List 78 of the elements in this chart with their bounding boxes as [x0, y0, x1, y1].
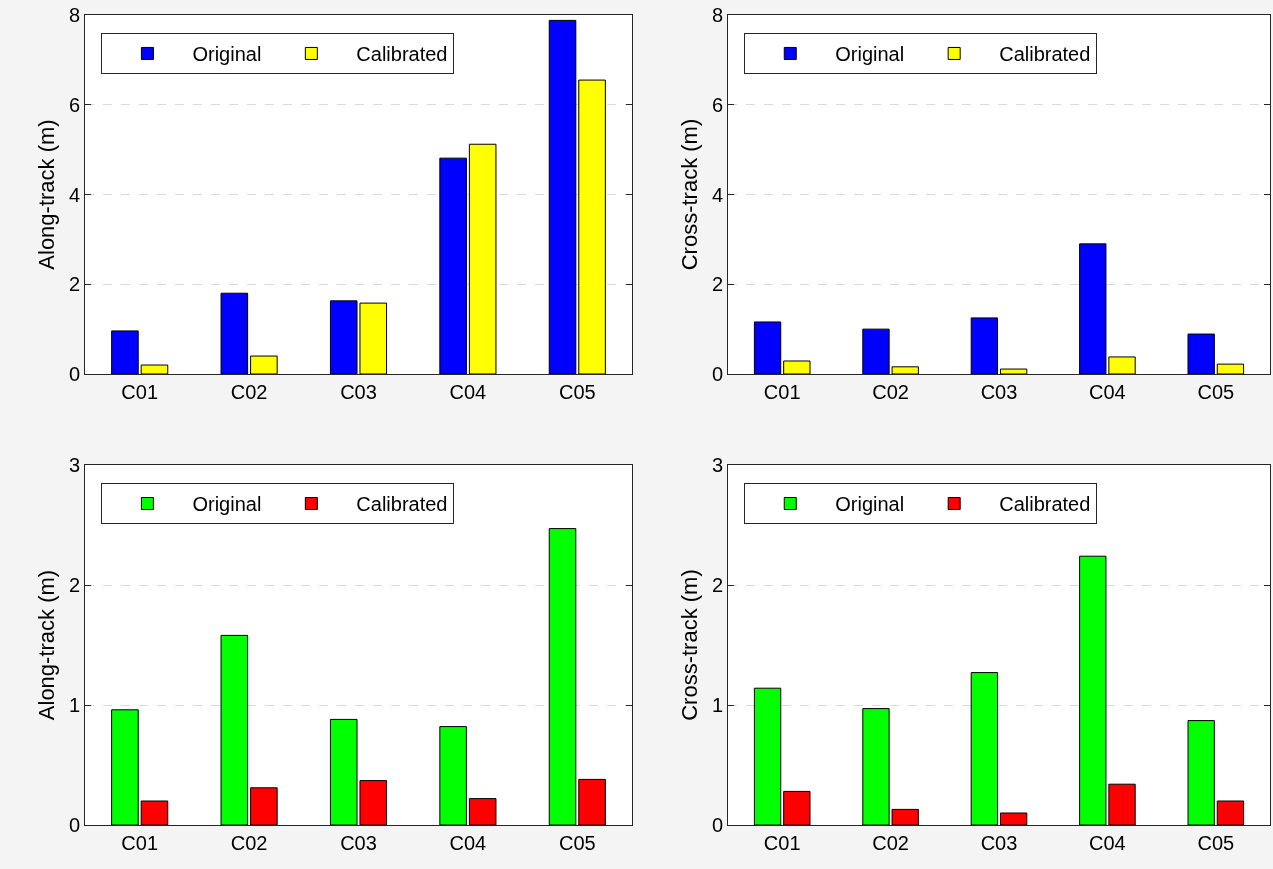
y-tick-label: 0 [711, 814, 723, 836]
legend-label: Calibrated [999, 43, 1091, 66]
y-tick-label: 0 [711, 363, 723, 385]
bar [578, 79, 606, 374]
y-tick-label: 0 [68, 814, 80, 836]
bar [783, 790, 811, 825]
legend-label: Original [835, 493, 905, 516]
bar [1216, 800, 1245, 825]
bar [250, 355, 278, 374]
bar [548, 19, 577, 374]
x-tick-label: C05 [558, 832, 596, 854]
x-tick-label: C04 [449, 832, 487, 854]
x-tick-label: C03 [980, 381, 1018, 403]
x-tick-label: C02 [230, 832, 268, 854]
bar [1187, 720, 1215, 825]
legend-label: Calibrated [356, 43, 448, 66]
y-tick-label: 3 [68, 454, 80, 476]
y-axis-title: Along-track (m) [33, 569, 59, 721]
y-tick-label: 3 [711, 454, 723, 476]
x-tick-label: C02 [872, 832, 909, 854]
x-tick-label: C02 [872, 381, 909, 403]
x-tick-label: C03 [340, 832, 377, 854]
legend-label: Original [835, 43, 905, 66]
y-axis-title: Along-track (m) [33, 119, 59, 270]
bar [468, 143, 497, 374]
x-tick-label: C04 [1089, 832, 1126, 854]
bar [578, 778, 606, 825]
y-tick-label: 6 [68, 93, 80, 116]
legend-label: Calibrated [356, 493, 448, 516]
x-tick-label: C03 [980, 832, 1018, 854]
y-axis-title: Cross-track (m) [676, 118, 702, 271]
bar [1187, 333, 1215, 374]
bar [111, 709, 139, 825]
y-tick-label: 2 [68, 273, 80, 296]
bar [250, 787, 278, 825]
bar [970, 317, 999, 374]
y-tick-label: 2 [68, 574, 80, 596]
x-tick-label: C02 [230, 381, 268, 403]
bar [220, 292, 249, 374]
x-tick-label: C01 [121, 832, 159, 854]
x-tick-label: C01 [763, 381, 801, 403]
bar [548, 528, 577, 825]
bar [140, 800, 169, 825]
y-tick-label: 2 [711, 574, 723, 596]
y-tick-label: 8 [68, 4, 80, 26]
y-tick-label: 1 [711, 694, 723, 716]
bar [970, 672, 999, 825]
x-tick-label: C01 [763, 832, 801, 854]
y-tick-label: 8 [711, 4, 723, 26]
legend-label: Original [192, 493, 262, 516]
x-tick-label: C04 [449, 381, 487, 403]
y-tick-label: 4 [711, 183, 723, 206]
bar [753, 321, 782, 374]
bar [753, 687, 782, 825]
bar [220, 634, 249, 825]
bar [1216, 363, 1245, 374]
bar [783, 360, 811, 374]
bar [999, 812, 1028, 825]
x-tick-label: C01 [121, 381, 159, 403]
x-tick-label: C05 [558, 381, 596, 403]
x-tick-label: C03 [340, 381, 377, 403]
bar [468, 798, 497, 825]
y-tick-label: 1 [68, 694, 80, 716]
x-tick-label: C05 [1197, 832, 1235, 854]
y-axis-title: Cross-track (m) [676, 569, 702, 721]
bar [999, 368, 1028, 374]
legend-label: Calibrated [999, 493, 1091, 516]
y-tick-label: 2 [711, 273, 723, 296]
legend-label: Original [192, 43, 262, 66]
bar [439, 157, 467, 374]
x-tick-label: C04 [1089, 381, 1126, 403]
y-tick-label: 4 [68, 183, 80, 206]
bar [111, 330, 139, 374]
y-tick-label: 6 [711, 93, 723, 116]
y-tick-label: 0 [68, 363, 80, 385]
bar [439, 726, 467, 825]
bar [140, 364, 169, 374]
x-tick-label: C05 [1197, 381, 1235, 403]
